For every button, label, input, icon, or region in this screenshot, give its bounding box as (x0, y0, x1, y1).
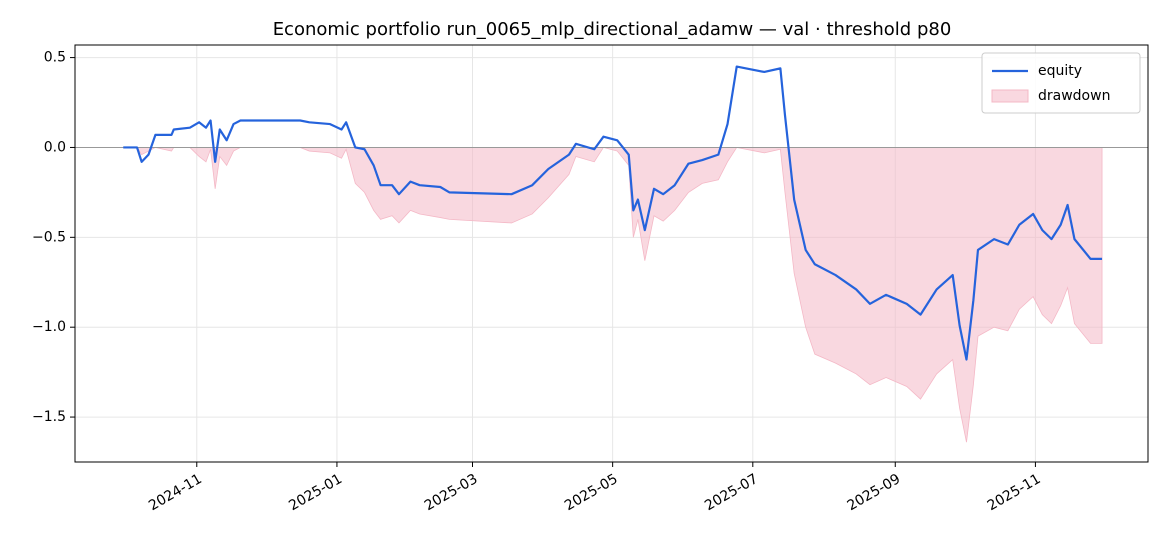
x-tick-label: 2025-05 (562, 471, 621, 514)
y-tick-label: 0.5 (44, 50, 66, 66)
legend-label: drawdown (1038, 88, 1110, 104)
legend-swatch (991, 89, 1029, 103)
y-tick-label: −1.0 (32, 319, 66, 335)
y-tick-label: −0.5 (32, 229, 66, 245)
equity-line (123, 65, 1103, 361)
x-tick-label: 2025-01 (286, 471, 345, 514)
x-tick-label: 2025-03 (422, 471, 481, 514)
drawdown-area (123, 146, 1103, 443)
x-tick-label: 2024-11 (146, 471, 205, 514)
y-tick-label: 0.0 (44, 139, 66, 155)
y-tick-label: −1.5 (32, 409, 66, 425)
x-tick-label: 2025-07 (702, 471, 761, 514)
legend-label: equity (1038, 63, 1082, 79)
x-tick-label: 2025-11 (985, 471, 1044, 514)
x-tick-label: 2025-09 (845, 471, 904, 514)
legend-box (981, 52, 1141, 114)
plot-frame (74, 44, 1149, 463)
chart-title: Economic portfolio run_0065_mlp_directio… (273, 19, 952, 40)
